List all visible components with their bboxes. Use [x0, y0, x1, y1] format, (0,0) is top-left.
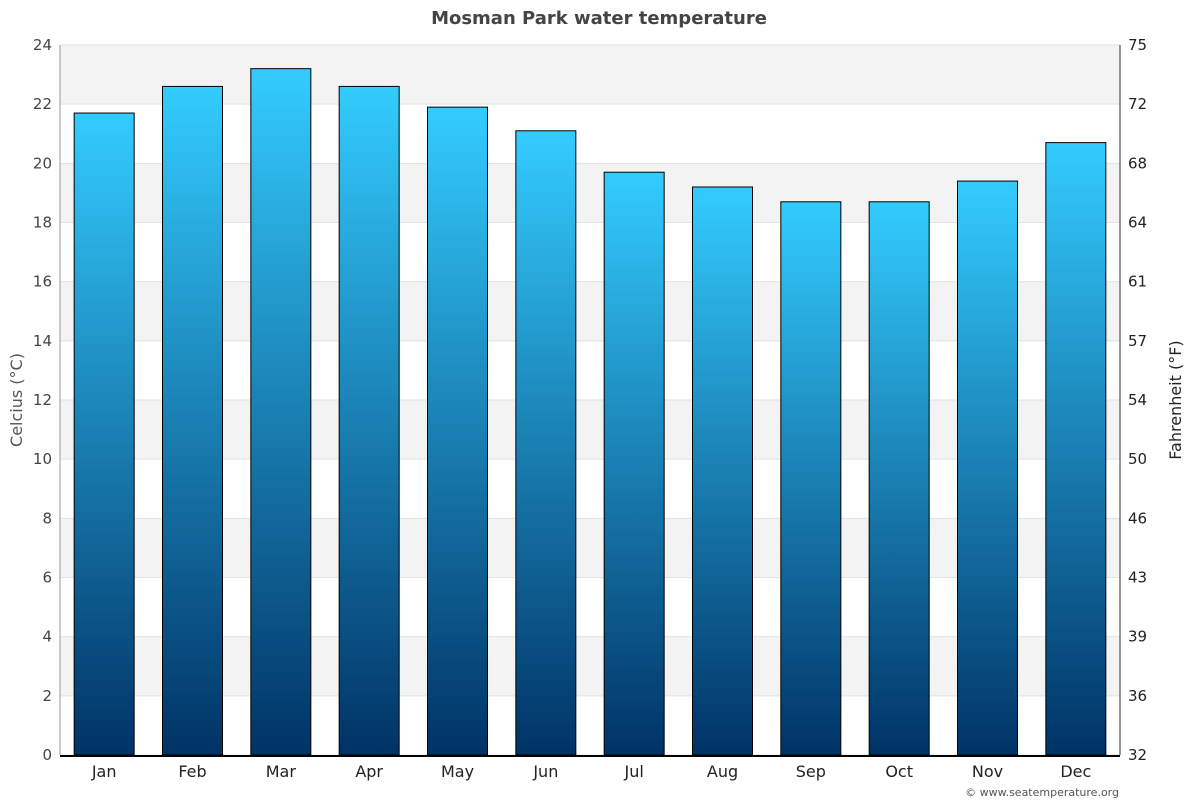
- y-tick-label: 4: [42, 628, 52, 646]
- y-tick-label: 24: [33, 36, 52, 54]
- y2-tick-label: 72: [1128, 95, 1147, 113]
- y2-axis-label: Fahrenheit (°F): [1166, 340, 1185, 459]
- y-tick-label: 10: [33, 450, 52, 468]
- y2-tick-label: 64: [1128, 214, 1147, 232]
- y2-tick-label: 75: [1128, 36, 1147, 54]
- x-tick-label: May: [441, 762, 474, 781]
- credit: © www.seatemperature.org: [965, 786, 1119, 799]
- grid-band: [60, 400, 1120, 460]
- y-tick-label: 18: [33, 214, 52, 232]
- x-tick-label: Jun: [532, 762, 558, 781]
- grid-band: [60, 636, 1120, 696]
- y-tick-label: 16: [33, 273, 52, 291]
- x-tick-label: Sep: [796, 762, 826, 781]
- y2-tick-label: 61: [1128, 273, 1147, 291]
- y-tick-label: 14: [33, 332, 52, 350]
- y-tick-label: 12: [33, 391, 52, 409]
- bar-jun: [515, 130, 577, 756]
- grid-band: [60, 518, 1120, 578]
- y2-tick-label: 36: [1128, 687, 1147, 705]
- y-tick-label: 20: [33, 154, 52, 172]
- y-tick-label: 0: [42, 746, 52, 764]
- bar-apr: [338, 85, 400, 756]
- bar-jan: [73, 112, 135, 756]
- y2-tick-label: 68: [1128, 154, 1147, 172]
- bar-feb: [162, 85, 223, 756]
- y2-tick-label: 39: [1128, 628, 1147, 646]
- y-axis-label: Celcius (°C): [7, 353, 26, 447]
- bar-sep: [780, 201, 842, 756]
- grid-band: [60, 45, 1120, 105]
- grid-band: [60, 163, 1120, 223]
- y-tick-label: 6: [42, 569, 52, 587]
- grid-band: [60, 281, 1120, 341]
- bar-may: [427, 106, 488, 756]
- bar-jul: [603, 171, 665, 756]
- y2-tick-label: 32: [1128, 746, 1147, 764]
- x-tick-label: Feb: [178, 762, 206, 781]
- x-tick-label: Apr: [355, 762, 383, 781]
- x-tick-label: Mar: [266, 762, 297, 781]
- chart-title: Mosman Park water temperature: [431, 8, 767, 29]
- y2-tick-label: 43: [1128, 569, 1147, 587]
- x-tick-label: Aug: [707, 762, 738, 781]
- x-tick-label: Jan: [91, 762, 117, 781]
- bar-mar: [250, 68, 312, 756]
- y2-tick-label: 57: [1128, 332, 1147, 350]
- x-tick-label: Nov: [972, 762, 1003, 781]
- y-tick-label: 22: [33, 95, 52, 113]
- bar-oct: [868, 201, 930, 756]
- y-tick-label: 2: [42, 687, 52, 705]
- x-tick-label: Jul: [624, 762, 644, 781]
- y2-tick-label: 54: [1128, 391, 1147, 409]
- y2-tick-label: 46: [1128, 509, 1147, 527]
- bar-nov: [957, 180, 1018, 756]
- bar-dec: [1045, 142, 1107, 756]
- y-tick-label: 8: [42, 509, 52, 527]
- y2-tick-label: 50: [1128, 450, 1147, 468]
- x-tick-label: Oct: [885, 762, 913, 781]
- x-tick-label: Dec: [1060, 762, 1091, 781]
- bar-aug: [692, 186, 753, 756]
